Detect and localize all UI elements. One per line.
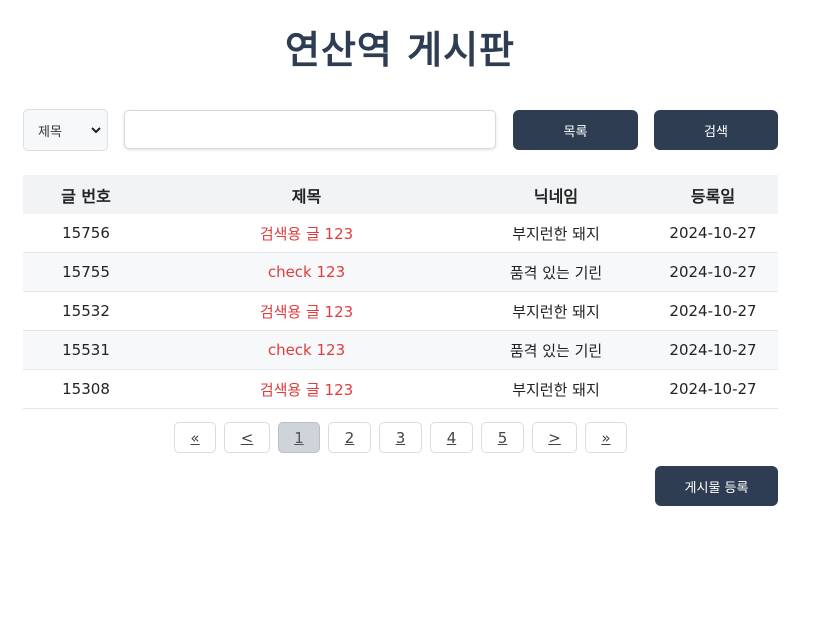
search-bar: 제목 목록 검색 [23,109,778,151]
header-title: 제목 [149,175,464,214]
post-title-link[interactable]: check 123 [149,330,464,370]
table-row[interactable]: 15756 검색용 글 123 부지런한 돼지 2024-10-27 [23,214,778,253]
table-row[interactable]: 15531 check 123 품격 있는 기린 2024-10-27 [23,330,778,370]
post-date: 2024-10-27 [648,252,778,292]
page-prev-button[interactable]: < [224,422,270,453]
search-input[interactable] [124,110,496,149]
post-title-link[interactable]: 검색용 글 123 [149,214,464,253]
post-date: 2024-10-27 [648,291,778,331]
page-button-5[interactable]: 5 [481,422,524,453]
table-row[interactable]: 15755 check 123 품격 있는 기린 2024-10-27 [23,252,778,292]
post-nickname: 부지런한 돼지 [464,214,648,253]
page-last-button[interactable]: » [585,422,627,453]
list-button[interactable]: 목록 [513,110,638,150]
table-row[interactable]: 15532 검색용 글 123 부지런한 돼지 2024-10-27 [23,291,778,331]
page-button-2[interactable]: 2 [328,422,371,453]
header-id: 글 번호 [23,175,149,214]
post-date: 2024-10-27 [648,330,778,370]
register-post-button[interactable]: 게시물 등록 [655,466,778,506]
pagination: « < 1 2 3 4 5 > » [0,422,800,454]
page-button-3[interactable]: 3 [379,422,422,453]
page-button-4[interactable]: 4 [430,422,473,453]
page-button-1[interactable]: 1 [278,422,320,453]
post-date: 2024-10-27 [648,214,778,253]
search-button[interactable]: 검색 [654,110,778,150]
header-nickname: 닉네임 [464,175,648,214]
table-row[interactable]: 15308 검색용 글 123 부지런한 돼지 2024-10-27 [23,369,778,409]
post-title-link[interactable]: 검색용 글 123 [149,369,464,409]
post-id: 15756 [23,214,149,253]
post-nickname: 부지런한 돼지 [464,369,648,409]
post-table: 글 번호 제목 닉네임 등록일 15756 검색용 글 123 부지런한 돼지 … [23,175,778,409]
search-field-selected: 제목 [38,124,62,140]
post-nickname: 품격 있는 기린 [464,252,648,292]
page-title: 연산역 게시판 [285,28,515,72]
post-id: 15755 [23,252,149,292]
search-field-select[interactable]: 제목 [23,109,108,151]
post-id: 15308 [23,369,149,409]
post-id: 15531 [23,330,149,370]
table-header-row: 글 번호 제목 닉네임 등록일 [23,175,778,214]
post-nickname: 부지런한 돼지 [464,291,648,331]
post-title-link[interactable]: 검색용 글 123 [149,291,464,331]
page-next-button[interactable]: > [532,422,577,453]
post-title-link[interactable]: check 123 [149,252,464,292]
post-date: 2024-10-27 [648,369,778,409]
post-id: 15532 [23,291,149,331]
page-first-button[interactable]: « [174,422,216,453]
post-nickname: 품격 있는 기린 [464,330,648,370]
chevron-down-icon [91,127,101,134]
header-date: 등록일 [648,175,778,214]
